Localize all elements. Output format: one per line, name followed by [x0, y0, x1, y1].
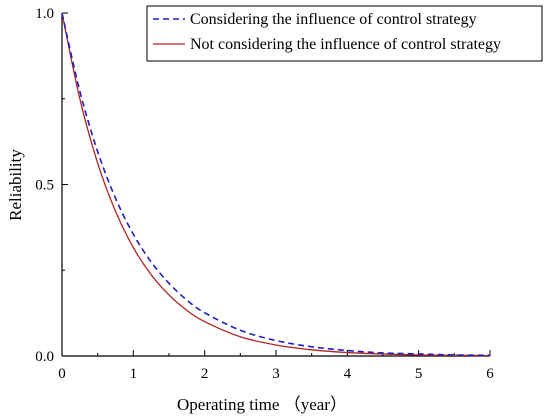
- x-tick-label-2: 2: [201, 366, 209, 382]
- x-tick-label-3: 3: [272, 366, 280, 382]
- series-layer: [61, 12, 491, 357]
- axes-layer: 0 1 2 3 4 5 6 0.0 0.5 1.0: [35, 6, 494, 382]
- y-tick-label-1.0: 1.0: [35, 6, 54, 22]
- x-tick-label-5: 5: [415, 366, 423, 382]
- x-tick-label-1: 1: [130, 366, 138, 382]
- x-axis-title: Operating time （year）: [177, 395, 347, 414]
- legend-label-considering: Considering the influence of control str…: [190, 11, 477, 28]
- legend-label-not-considering: Not considering the influence of control…: [190, 36, 501, 53]
- y-tick-label-0.0: 0.0: [35, 349, 54, 365]
- series-line-considering: [61, 12, 491, 357]
- series-line-not-considering: [61, 12, 491, 357]
- legend: Considering the influence of control str…: [146, 5, 543, 62]
- y-tick-label-0.5: 0.5: [35, 178, 54, 194]
- x-tick-label-6: 6: [486, 366, 494, 382]
- x-tick-label-4: 4: [344, 366, 352, 382]
- y-axis-title: Reliability: [6, 149, 25, 221]
- legend-box: [146, 5, 543, 62]
- x-tick-label-0: 0: [58, 366, 66, 382]
